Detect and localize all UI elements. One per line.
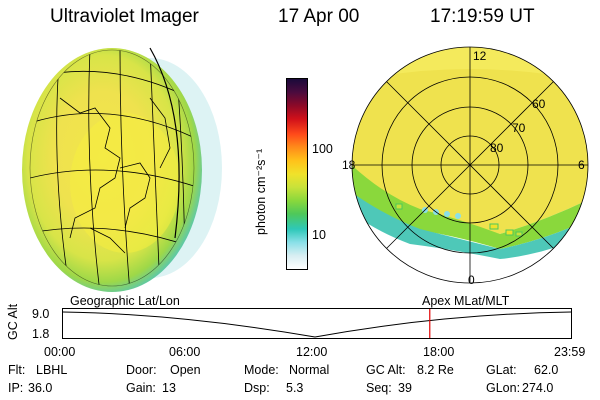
info-dsp: Dsp: 5.3	[244, 381, 304, 395]
info-gain: Gain: 13	[126, 381, 176, 395]
color-scale-bar	[286, 78, 308, 270]
image-date: 17 Apr 00	[278, 6, 360, 27]
instrument-title: Ultraviolet Imager	[50, 6, 199, 27]
info-gc-alt: GC Alt: 8.2 Re	[366, 363, 454, 377]
info-mode: Mode: Normal	[244, 363, 330, 377]
info-glon: GLon: 274.0	[486, 381, 554, 395]
mlt-label-0: 0	[468, 273, 475, 287]
polar-mlat-mlt-plot: 12 18 6 0 60 70 80	[342, 46, 589, 287]
time-tick-0000: 00:00	[44, 345, 76, 359]
gc-alt-axis-title: GC Alt	[6, 303, 20, 340]
info-door: Door: Open	[126, 363, 201, 377]
mlat-label-80: 80	[490, 141, 504, 155]
altitude-timeline	[62, 308, 572, 339]
time-tick-0600: 06:00	[169, 345, 201, 359]
gc-alt-tick-min: 1.8	[32, 327, 50, 341]
mlt-label-18: 18	[342, 158, 356, 172]
geo-latlon-label: Geographic Lat/Lon	[70, 294, 180, 308]
info-seq: Seq: 39	[366, 381, 412, 395]
colorbar-tick-10: 10	[312, 228, 326, 242]
info-ip: IP: 36.0	[8, 381, 53, 395]
info-flt: Flt: LBHL	[8, 363, 68, 377]
image-time: 17:19:59 UT	[430, 6, 535, 27]
colorbar-tick-100: 100	[312, 142, 333, 156]
info-glat: GLat: 62.0	[486, 363, 559, 377]
gc-alt-tick-max: 9.0	[32, 307, 50, 321]
mlt-label-6: 6	[578, 158, 585, 172]
mlat-label-60: 60	[532, 97, 546, 111]
time-tick-1200: 12:00	[296, 345, 328, 359]
apex-mlat-mlt-label: Apex MLat/MLT	[422, 294, 510, 308]
geographic-image	[22, 47, 222, 292]
mlat-label-70: 70	[512, 121, 526, 135]
colorbar-unit-label: photon cm⁻²s⁻¹	[254, 148, 268, 235]
mlt-label-12: 12	[473, 49, 487, 63]
time-tick-2359: 23:59	[554, 345, 586, 359]
time-tick-1800: 18:00	[423, 345, 455, 359]
